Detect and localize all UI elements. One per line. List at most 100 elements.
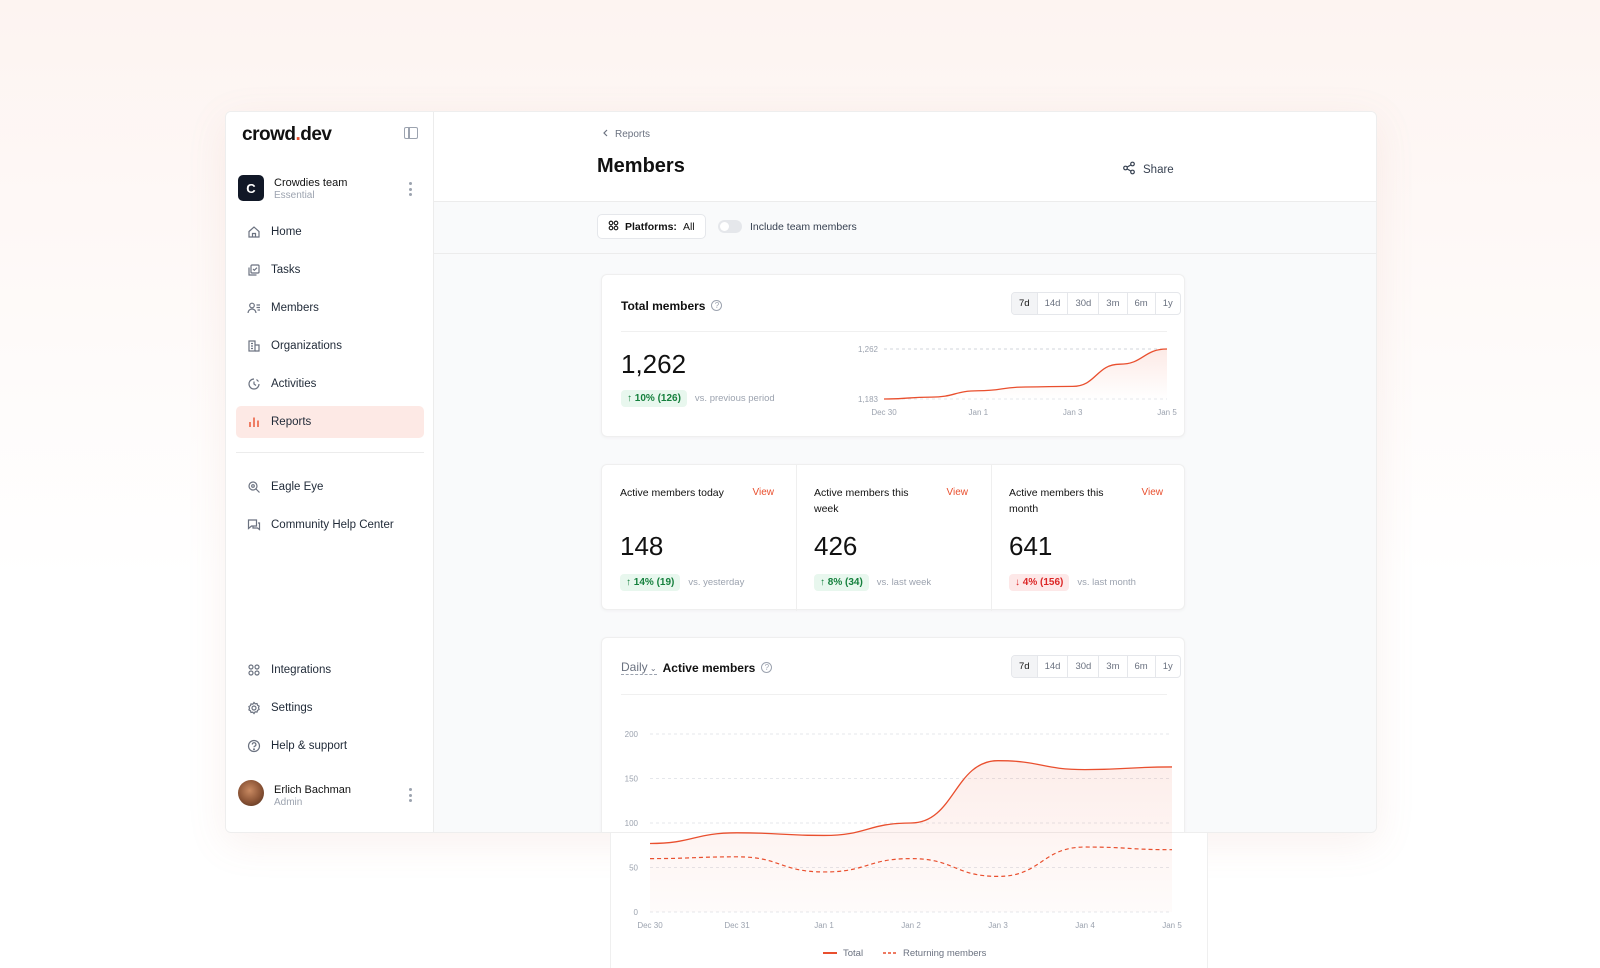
sidebar-item-label: Settings — [271, 702, 313, 714]
sidebar-item-reports[interactable]: Reports — [236, 406, 424, 438]
platforms-value: All — [682, 220, 695, 233]
active-members-stats-card: Active members today View 148 ↑ 14% (19)… — [601, 464, 1185, 611]
main-nav: Home Tasks Members Organizations Activit… — [236, 216, 424, 547]
range-3m[interactable]: 3m — [1099, 293, 1128, 314]
stat-value: 148 — [620, 531, 664, 561]
sidebar-item-home[interactable]: Home — [236, 216, 424, 248]
x-tick-label: Jan 5 — [1162, 921, 1182, 930]
team-more-icon[interactable] — [409, 182, 412, 196]
include-team-toggle[interactable] — [718, 220, 742, 233]
platforms-filter-button[interactable]: Platforms: All — [597, 214, 706, 239]
x-tick-label: Jan 4 — [1075, 921, 1095, 930]
stat-active-month: Active members this month View 641 ↓ 4% … — [991, 465, 1189, 611]
range-7d[interactable]: 7d — [1012, 656, 1038, 677]
view-link[interactable]: View — [752, 487, 775, 498]
area-fill-total — [650, 760, 1172, 912]
range-30d[interactable]: 30d — [1068, 293, 1100, 314]
sidebar-item-label: Organizations — [271, 340, 342, 352]
stat-value: 426 — [814, 531, 858, 561]
y-tick-label: 1,183 — [858, 395, 879, 404]
share-button[interactable]: Share — [1122, 161, 1174, 178]
series-line-total — [649, 760, 1173, 845]
legend-label-returning-members: Returning members — [903, 948, 987, 959]
user-name: Erlich Bachman — [274, 784, 352, 796]
filter-bar: Platforms: All Include team members — [434, 202, 1376, 254]
page-title: Members — [597, 155, 685, 177]
members-icon — [246, 300, 262, 316]
platforms-label: Platforms: — [625, 220, 677, 233]
organizations-icon — [246, 338, 262, 354]
team-switcher[interactable]: C Crowdies team Essential — [238, 174, 422, 204]
y-tick-label: 150 — [625, 775, 639, 784]
x-tick-label: Jan 3 — [988, 921, 1008, 930]
y-tick-label: 50 — [629, 864, 638, 873]
activities-icon — [246, 376, 262, 392]
sidebar-item-label: Integrations — [271, 664, 332, 676]
range-1y[interactable]: 1y — [1162, 298, 1173, 309]
sidebar-item-eagle-eye[interactable]: Eagle Eye — [236, 471, 424, 503]
arrow-up-icon: ↑ — [820, 577, 828, 588]
sidebar-item-community-help-center[interactable]: Community Help Center — [236, 509, 424, 541]
y-tick-label: 200 — [625, 730, 639, 739]
view-link[interactable]: View — [1141, 487, 1164, 498]
help-icon — [246, 738, 262, 754]
total-members-range-selector: 7d 14d 30d 3m 6m 1y — [1011, 292, 1181, 315]
nav-divider — [236, 452, 424, 453]
stat-label: Active members this month — [1009, 487, 1104, 515]
x-tick-label: Jan 1 — [969, 408, 989, 417]
question-icon[interactable]: ? — [711, 300, 723, 312]
reports-icon — [246, 414, 262, 430]
app-window: crowd.dev C Crowdies team Essential Home… — [225, 111, 1377, 833]
breadcrumb-reports-link[interactable]: Reports — [615, 129, 651, 140]
sidebar-item-activities[interactable]: Activities — [236, 368, 424, 400]
sidebar-item-label: Reports — [271, 416, 312, 428]
sidebar-item-organizations[interactable]: Organizations — [236, 330, 424, 362]
sidebar-collapse-icon[interactable] — [404, 127, 418, 139]
sidebar-item-settings[interactable]: Settings — [236, 692, 424, 724]
area-fill — [884, 349, 1167, 399]
stat-delta-row: ↑ 14% (19) vs. yesterday — [620, 574, 744, 591]
comparison-label: vs. last month — [1077, 577, 1136, 588]
stat-label: Active members this week — [814, 487, 909, 515]
sidebar-item-integrations[interactable]: Integrations — [236, 654, 424, 686]
breadcrumb[interactable]: Reports — [602, 129, 650, 140]
range-3m[interactable]: 3m — [1099, 656, 1128, 677]
team-plan: Essential — [274, 190, 315, 201]
sidebar-item-tasks[interactable]: Tasks — [236, 254, 424, 286]
range-14d[interactable]: 14d — [1038, 656, 1069, 677]
stat-value: 641 — [1009, 531, 1053, 561]
arrow-up-icon: ↑ — [627, 393, 635, 404]
crowd-dev-logo[interactable]: crowd.dev — [242, 124, 332, 145]
avatar — [238, 780, 264, 806]
range-14d[interactable]: 14d — [1038, 293, 1069, 314]
stat-delta-row: ↑ 8% (34) vs. last week — [814, 574, 931, 591]
granularity-dropdown[interactable]: Daily ⌄ — [621, 660, 657, 675]
sidebar-item-members[interactable]: Members — [236, 292, 424, 324]
user-more-icon[interactable] — [409, 788, 412, 802]
card-divider — [621, 694, 1167, 695]
series-line-returning-members — [649, 846, 1173, 878]
stat-divider — [796, 465, 797, 611]
x-tick-label: Jan 5 — [1157, 408, 1177, 417]
range-30d[interactable]: 30d — [1068, 656, 1100, 677]
sidebar-item-label: Activities — [271, 378, 317, 390]
stat-active-week: Active members this week View 426 ↑ 8% (… — [796, 465, 994, 611]
stat-active-today: Active members today View 148 ↑ 14% (19)… — [602, 465, 800, 611]
tasks-icon — [246, 262, 262, 278]
range-1y[interactable]: 1y — [1162, 661, 1173, 672]
sidebar-item-help-support[interactable]: Help & support — [236, 730, 424, 762]
active-members-range-selector: 7d 14d 30d 3m 6m 1y — [1011, 655, 1181, 678]
range-6m[interactable]: 6m — [1128, 656, 1156, 677]
user-menu[interactable]: Erlich Bachman Admin — [238, 780, 422, 810]
total-members-delta-row: ↑ 10% (126) vs. previous period — [621, 390, 775, 407]
chevron-left-icon — [602, 129, 609, 140]
view-link[interactable]: View — [946, 487, 969, 498]
range-6m[interactable]: 6m — [1128, 293, 1156, 314]
eagle-eye-icon — [246, 479, 262, 495]
arrow-down-icon: ↓ — [1015, 577, 1023, 588]
arrow-up-icon: ↑ — [626, 577, 634, 588]
range-7d[interactable]: 7d — [1012, 293, 1038, 314]
y-tick-label: 100 — [625, 819, 639, 828]
integrations-icon — [246, 662, 262, 678]
question-icon[interactable]: ? — [761, 662, 773, 673]
